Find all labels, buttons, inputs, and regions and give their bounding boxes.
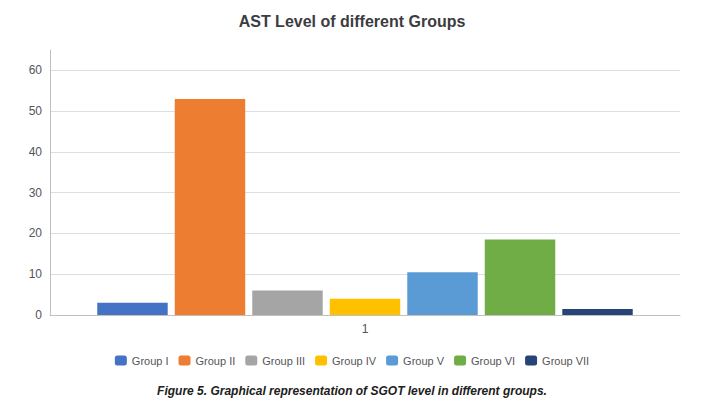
svg-text:1: 1 — [362, 322, 369, 336]
svg-text:Group V: Group V — [403, 355, 445, 367]
svg-text:Group IV: Group IV — [332, 355, 377, 367]
svg-text:20: 20 — [29, 226, 43, 240]
svg-text:60: 60 — [29, 63, 43, 77]
svg-text:Figure 5. Graphical representa: Figure 5. Graphical representation of SG… — [157, 384, 547, 398]
svg-text:40: 40 — [29, 145, 43, 159]
svg-text:0: 0 — [35, 308, 42, 322]
svg-text:30: 30 — [29, 186, 43, 200]
svg-text:50: 50 — [29, 104, 43, 118]
svg-text:AST Level of different Groups: AST Level of different Groups — [239, 13, 466, 30]
svg-text:Group VII: Group VII — [542, 355, 589, 367]
svg-text:Group VI: Group VI — [471, 355, 515, 367]
svg-text:Group II: Group II — [196, 355, 236, 367]
svg-text:10: 10 — [29, 267, 43, 281]
svg-text:Group III: Group III — [262, 355, 305, 367]
svg-text:Group I: Group I — [132, 355, 169, 367]
